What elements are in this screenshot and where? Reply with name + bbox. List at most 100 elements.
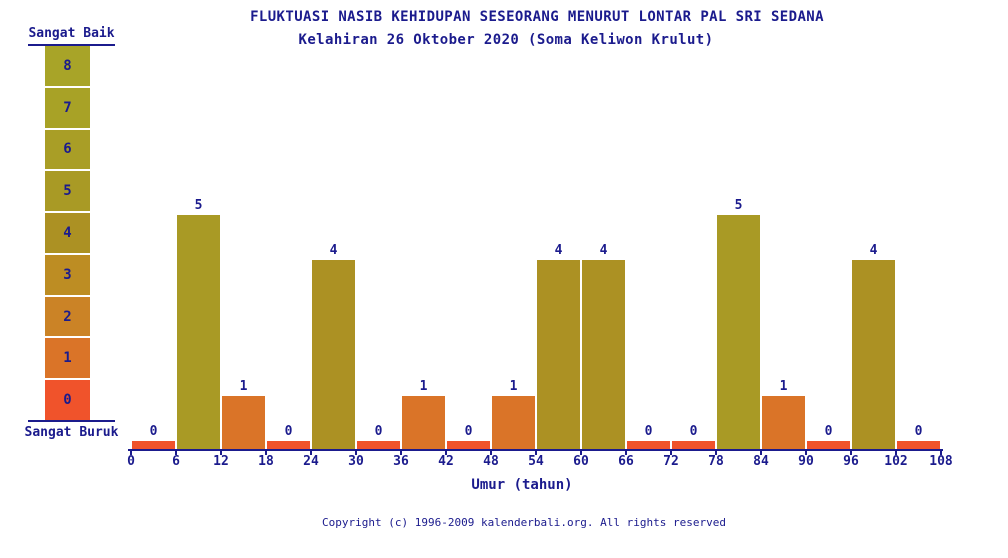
scale-bottom-rule [28, 420, 115, 422]
bar [762, 396, 805, 450]
bar [582, 260, 625, 450]
legend-cell-value: 0 [63, 392, 72, 409]
legend-cell-value: 5 [63, 183, 72, 200]
bar [492, 396, 535, 450]
copyright-text: Copyright (c) 1996-2009 kalenderbali.org… [322, 516, 726, 529]
legend-cell-value: 6 [63, 141, 72, 158]
x-tick-label: 90 [798, 454, 814, 469]
chart-title: FLUKTUASI NASIB KEHIDUPAN SESEORANG MENU… [250, 9, 824, 25]
color-scale-legend: 8 7 6 5 4 3 2 1 0 [45, 46, 90, 421]
x-tick-label: 30 [348, 454, 364, 469]
legend-cell: 0 [45, 380, 90, 421]
x-tick-label: 48 [483, 454, 499, 469]
bar [537, 260, 580, 450]
x-tick-label: 24 [303, 454, 319, 469]
x-tick [355, 451, 357, 455]
bar-value-label: 4 [599, 243, 608, 258]
bar [132, 441, 175, 450]
bar-value-label: 0 [914, 424, 923, 439]
x-tick [580, 451, 582, 455]
bar [267, 441, 310, 450]
x-tick-label: 60 [573, 454, 589, 469]
x-tick-label: 108 [929, 454, 953, 469]
x-tick-label: 0 [127, 454, 135, 469]
legend-cell: 2 [45, 296, 90, 337]
x-tick [805, 451, 807, 455]
x-tick [445, 451, 447, 455]
bar-value-label: 5 [194, 198, 203, 213]
x-tick-label: 96 [843, 454, 859, 469]
x-tick-label: 102 [884, 454, 908, 469]
legend-cell: 7 [45, 87, 90, 128]
x-tick [850, 451, 852, 455]
x-tick [940, 451, 942, 455]
x-tick-label: 42 [438, 454, 454, 469]
bar-value-label: 1 [509, 379, 518, 394]
bar-value-label: 1 [239, 379, 248, 394]
scale-bottom-label: Sangat Buruk [24, 425, 119, 440]
x-tick [490, 451, 492, 455]
x-tick [670, 451, 672, 455]
bar-value-label: 0 [149, 424, 158, 439]
chart-subtitle: Kelahiran 26 Oktober 2020 (Soma Keliwon … [298, 32, 714, 48]
bar [852, 260, 895, 450]
x-tick [760, 451, 762, 455]
bar-value-label: 0 [374, 424, 383, 439]
legend-cell-value: 1 [63, 350, 72, 367]
x-tick [895, 451, 897, 455]
bar [807, 441, 850, 450]
x-tick [265, 451, 267, 455]
x-tick-label: 36 [393, 454, 409, 469]
legend-cell: 4 [45, 213, 90, 253]
legend-cell-value: 7 [63, 99, 72, 116]
x-tick-label: 66 [618, 454, 634, 469]
bar-value-label: 4 [554, 243, 563, 258]
bar-value-label: 4 [329, 243, 338, 258]
x-tick [310, 451, 312, 455]
bar [717, 215, 760, 450]
x-tick [625, 451, 627, 455]
bar-value-label: 0 [824, 424, 833, 439]
scale-top-label: Sangat Baik [28, 26, 115, 41]
bar [312, 260, 355, 450]
x-tick-label: 12 [213, 454, 229, 469]
bar [222, 396, 265, 450]
x-tick-label: 78 [708, 454, 724, 469]
legend-cell-value: 2 [63, 308, 72, 325]
legend-cell: 1 [45, 338, 90, 379]
x-tick [535, 451, 537, 455]
bar-value-label: 4 [869, 243, 878, 258]
x-tick-label: 84 [753, 454, 769, 469]
legend-cell-value: 4 [63, 225, 72, 242]
bar-value-label: 0 [644, 424, 653, 439]
x-tick [220, 451, 222, 455]
legend-cell-value: 3 [63, 266, 72, 283]
bar-value-label: 0 [464, 424, 473, 439]
x-tick-label: 72 [663, 454, 679, 469]
bar-value-label: 1 [779, 379, 788, 394]
legend-cell: 5 [45, 171, 90, 212]
bar [402, 396, 445, 450]
legend-cell: 8 [45, 46, 90, 86]
bar [897, 441, 940, 450]
x-axis-title: Umur (tahun) [471, 477, 573, 493]
bar [672, 441, 715, 450]
legend-cell: 3 [45, 254, 90, 295]
scale-top-rule [28, 44, 115, 46]
bar [177, 215, 220, 450]
x-tick-label: 54 [528, 454, 544, 469]
bar [357, 441, 400, 450]
x-tick-label: 18 [258, 454, 274, 469]
x-tick [130, 451, 132, 455]
legend-cell-value: 8 [63, 57, 72, 74]
bar [627, 441, 670, 450]
x-tick-label: 6 [172, 454, 180, 469]
bar-value-label: 5 [734, 198, 743, 213]
x-tick [175, 451, 177, 455]
bar-value-label: 0 [284, 424, 293, 439]
bar-value-label: 0 [689, 424, 698, 439]
x-tick [715, 451, 717, 455]
x-axis-line [128, 449, 943, 451]
